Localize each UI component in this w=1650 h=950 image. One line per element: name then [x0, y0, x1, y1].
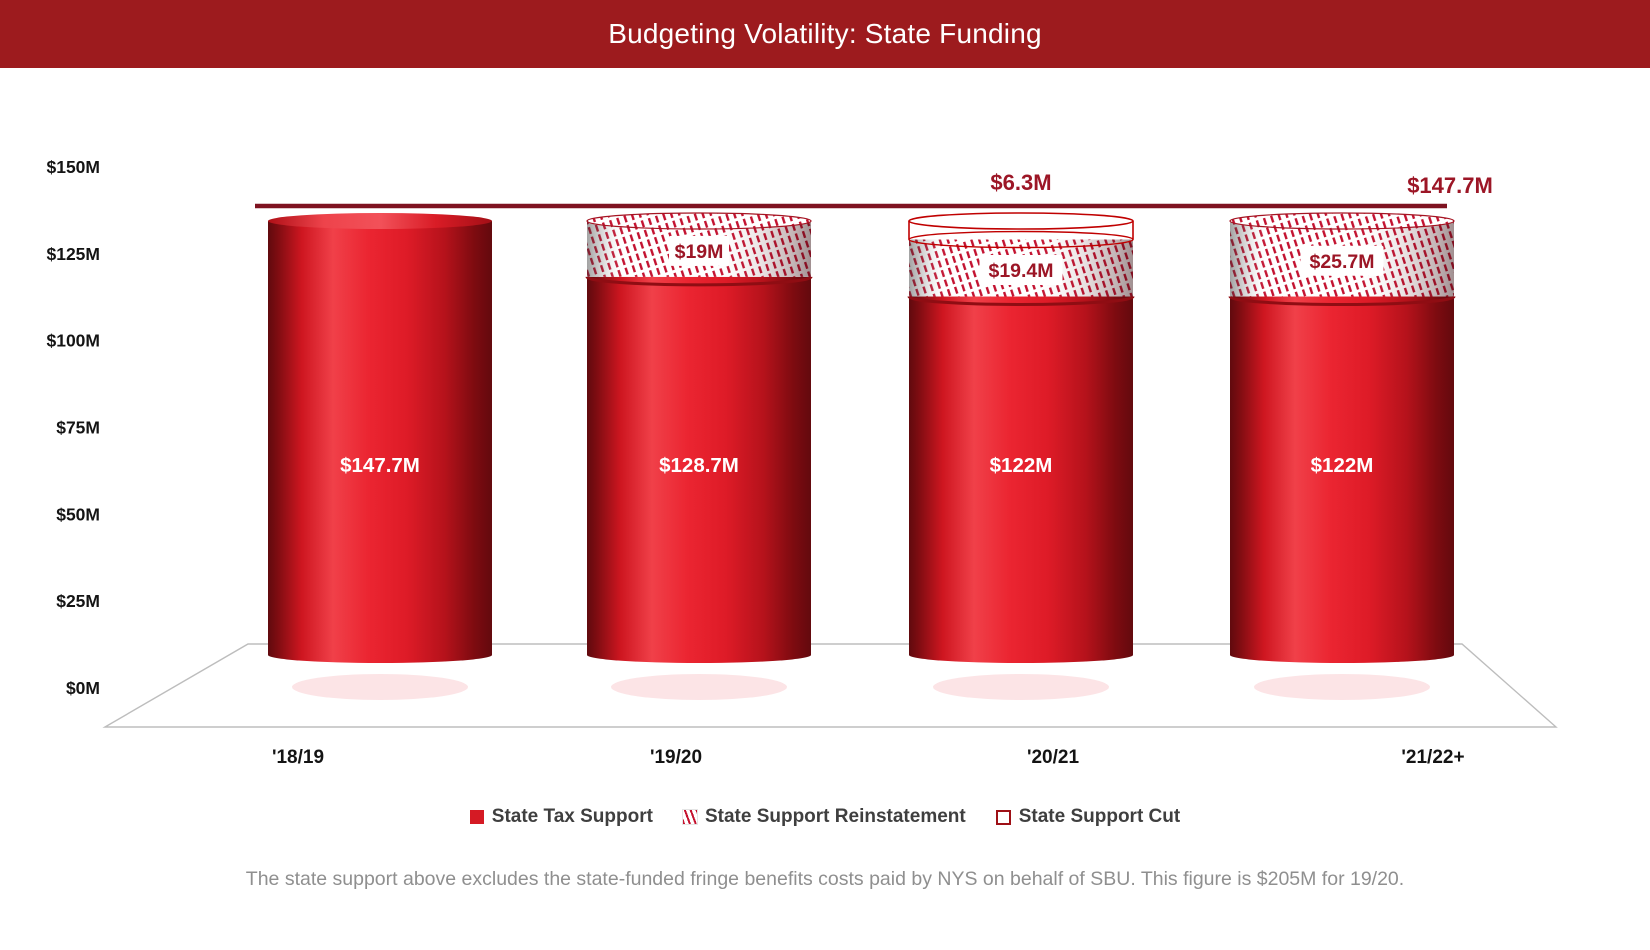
hatch-top-rim — [908, 230, 1134, 249]
bar-bottom-bulge — [587, 655, 811, 663]
y-axis-tick: $25M — [56, 591, 100, 611]
legend: State Tax Support State Support Reinstat… — [0, 806, 1650, 828]
segment-state-tax-support — [1230, 296, 1454, 655]
bar-2021: $122M $19.4M $6.3M — [907, 170, 1135, 700]
segment-state-tax-support — [909, 296, 1133, 655]
bar-reflection — [611, 674, 787, 700]
title-bar: Budgeting Volatility: State Funding — [0, 0, 1650, 68]
page-title: Budgeting Volatility: State Funding — [608, 18, 1042, 49]
bar-reflection — [292, 674, 468, 700]
y-axis-tick: $75M — [56, 418, 100, 438]
reference-line-label: $147.7M — [1407, 173, 1493, 198]
bar-value-label: $147.7M — [340, 454, 420, 477]
floor-plane — [102, 643, 1558, 728]
x-axis-label: '19/20 — [650, 747, 702, 768]
segment-state-tax-support — [587, 276, 811, 655]
reinstatement-label-box — [979, 255, 1063, 286]
bar-value-label: $128.7M — [659, 454, 739, 477]
legend-label-state-support-cut: State Support Cut — [1018, 806, 1181, 827]
solid-swatch-icon — [469, 810, 484, 824]
cut-top-cap — [908, 212, 1134, 230]
reinstatement-label: $19.4M — [988, 260, 1053, 282]
hatched-swatch-icon — [681, 809, 698, 825]
segment-state-tax-support — [268, 221, 492, 655]
legend-item-state-tax-support: State Tax Support — [469, 806, 653, 828]
legend-item-state-support-reinstatement: State Support Reinstatement — [681, 806, 966, 828]
cut-annotation-label: $6.3M — [990, 170, 1051, 195]
y-axis-tick: $150M — [46, 157, 100, 177]
bar-bottom-bulge — [268, 655, 492, 663]
bar-top-cap — [268, 213, 492, 229]
reinstatement-label: $19M — [675, 241, 724, 263]
bar-2122+: $122M $25.7M — [1228, 212, 1456, 700]
x-axis-label: '20/21 — [1027, 747, 1079, 768]
outline-swatch-icon — [995, 809, 1011, 825]
segment-boundary-rim — [1228, 295, 1456, 307]
reinstatement-label: $25.7M — [1309, 251, 1374, 273]
y-axis-tick: $50M — [56, 504, 100, 524]
legend-item-state-support-cut: State Support Cut — [995, 806, 1181, 828]
x-axis-label: '21/22+ — [1401, 747, 1464, 768]
bar-reflection — [933, 674, 1109, 700]
bar-top-cap — [1229, 212, 1455, 230]
x-axis-label: '18/19 — [272, 747, 324, 768]
bar-bottom-bulge — [909, 655, 1133, 663]
legend-label-state-tax-support: State Tax Support — [491, 806, 653, 827]
bar-bottom-bulge — [1230, 655, 1454, 663]
reinstatement-label-box — [1300, 245, 1384, 276]
bar-value-label: $122M — [1311, 454, 1374, 477]
y-axis-tick: $0M — [66, 678, 100, 698]
bar-1819: $147.7M — [268, 213, 492, 700]
y-axis-tick: $100M — [46, 331, 100, 351]
bar-value-label: $122M — [990, 454, 1053, 477]
segment-boundary-rim — [585, 276, 813, 287]
legend-label-state-support-reinstatement: State Support Reinstatement — [704, 806, 966, 827]
footnote: The state support above excludes the sta… — [245, 867, 1405, 890]
bar-top-cap — [586, 212, 812, 230]
y-axis-tick: $125M — [46, 244, 100, 264]
bar-1920: $128.7M $19M — [585, 212, 813, 700]
reinstatement-label-box — [669, 235, 729, 266]
bar-reflection — [1254, 674, 1430, 700]
segment-boundary-rim — [907, 295, 1135, 307]
